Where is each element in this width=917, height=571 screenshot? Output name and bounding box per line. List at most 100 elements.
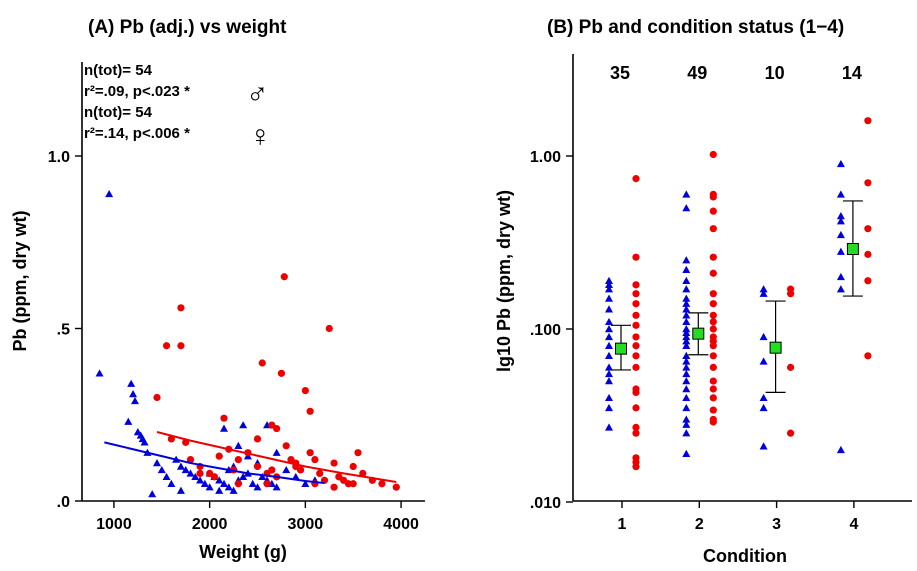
male-data-point: [129, 390, 138, 398]
male-data-point: [682, 357, 691, 365]
male-data-point: [239, 421, 248, 429]
male-data-point: [682, 384, 691, 393]
female-data-point: [632, 342, 640, 350]
female-data-point: [263, 480, 271, 488]
male-data-point: [176, 486, 185, 494]
group-mean-marker: [615, 342, 627, 355]
female-data-point: [864, 225, 872, 233]
male-data-point: [682, 305, 691, 313]
female-data-point: [709, 394, 717, 402]
male-data-point: [682, 265, 691, 273]
male-data-point: [224, 483, 233, 491]
male-data-point: [282, 465, 291, 474]
female-data-point: [709, 385, 717, 393]
female-data-point: [864, 117, 872, 125]
male-data-point: [682, 299, 691, 307]
male-data-point: [682, 415, 691, 423]
male-data-point: [291, 472, 300, 481]
female-data-point: [787, 363, 795, 371]
male-data-point: [605, 332, 613, 341]
panel-a-x-tick-label: 4000: [383, 516, 419, 533]
group-count-label: 10: [765, 63, 785, 83]
female-data-point: [709, 290, 717, 298]
male-data-point: [836, 211, 845, 220]
male-data-point: [148, 490, 157, 498]
panel-a-weight-chart: (A) Pb (adj.) vs weight .0 .5 1.0 1000 2000…: [10, 17, 425, 562]
male-data-point: [759, 403, 768, 412]
female-data-point: [330, 483, 338, 491]
female-data-point: [864, 250, 872, 258]
female-data-point: [311, 456, 319, 464]
male-data-point: [130, 396, 139, 405]
male-data-point: [759, 442, 768, 450]
panel-a-x-ticks: 1000 2000 3000 4000: [96, 501, 419, 533]
female-data-point: [196, 469, 204, 477]
panel-b-group-counts: 35 49 10 14: [610, 63, 862, 83]
female-data-point: [632, 311, 640, 319]
male-data-point: [682, 204, 691, 212]
female-data-point: [296, 466, 305, 474]
male-data-point: [836, 217, 845, 225]
female-data-point: [709, 342, 717, 350]
female-data-point: [354, 449, 362, 457]
male-data-point: [95, 369, 104, 377]
panel-b-title: (B) Pb and condition status (1−4): [547, 17, 844, 38]
panel-a-data-points: [95, 189, 400, 498]
male-data-point: [759, 332, 768, 341]
male-data-point: [836, 230, 845, 239]
male-data-point: [229, 486, 238, 494]
panel-a-x-tick-label: 2000: [192, 516, 228, 533]
male-data-point: [682, 311, 691, 319]
male-data-point: [682, 420, 691, 428]
male-data-point: [239, 472, 248, 481]
female-data-point: [709, 225, 717, 233]
male-data-point: [605, 393, 613, 402]
male-data-point: [682, 285, 691, 293]
male-data-point: [105, 189, 114, 198]
female-data-point: [709, 311, 717, 319]
panel-a-y-tick-label: .0: [57, 494, 70, 511]
panel-b-y-tick-label: .010: [530, 495, 561, 512]
male-data-point: [836, 247, 845, 255]
female-data-point: [709, 318, 717, 326]
female-data-point: [632, 321, 640, 329]
male-data-point: [605, 423, 613, 431]
male-data-point: [605, 369, 613, 378]
female-data-point: [177, 342, 185, 350]
female-data-point: [306, 449, 314, 457]
panel-b-y-axis-label: lg10 Pb (ppm, dry wt): [494, 190, 514, 372]
female-data-point: [253, 435, 262, 443]
female-data-point: [277, 369, 286, 377]
panel-b-x-tick-label: 2: [695, 516, 704, 533]
male-data-point: [605, 363, 613, 371]
female-data-point: [632, 423, 640, 431]
male-data-point: [682, 369, 691, 378]
male-data-point: [836, 445, 845, 454]
group-count-label: 14: [842, 63, 862, 83]
female-data-point: [709, 406, 717, 414]
male-data-point: [759, 289, 768, 297]
female-data-point: [234, 480, 242, 488]
female-data-point: [709, 418, 717, 426]
female-data-point: [378, 480, 386, 488]
male-data-point: [836, 272, 845, 281]
panel-b-error-bars: [611, 200, 863, 394]
female-data-point: [632, 253, 640, 261]
male-data-point: [682, 276, 691, 284]
male-data-point: [186, 469, 195, 477]
female-data-point: [349, 480, 357, 488]
male-data-point: [682, 363, 691, 371]
male-data-point: [272, 448, 281, 456]
male-data-point: [220, 424, 228, 432]
female-data-point: [186, 456, 195, 464]
female-data-point: [632, 429, 640, 437]
female-data-point: [349, 462, 357, 471]
panel-a-y-axis-label: Pb (ppm, dry wt): [10, 211, 30, 352]
male-data-point: [605, 280, 613, 289]
female-data-point: [709, 377, 717, 385]
male-data-point: [153, 459, 161, 467]
female-data-point: [632, 463, 640, 471]
panel-b-condition-chart: (B) Pb and condition status (1−4) .010 .1…: [494, 17, 912, 566]
male-data-point: [682, 294, 691, 302]
female-data-point: [306, 407, 314, 415]
